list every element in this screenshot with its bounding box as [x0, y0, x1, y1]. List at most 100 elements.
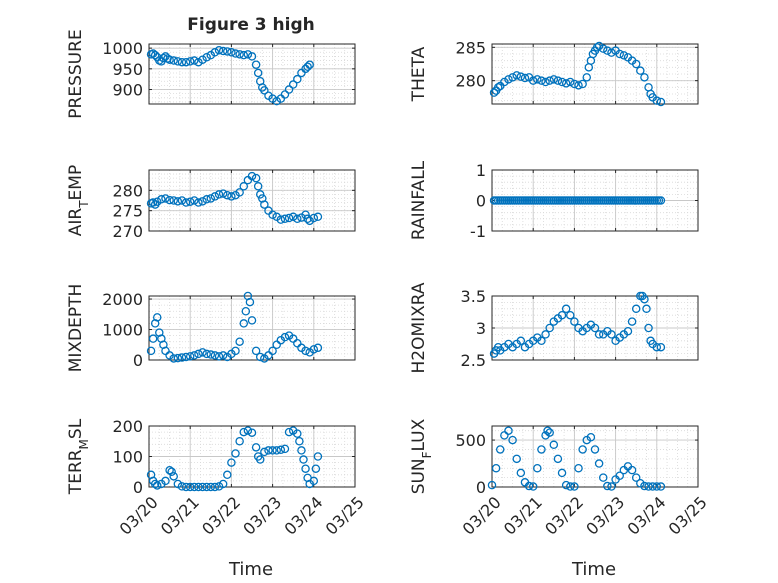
data-point — [516, 72, 526, 81]
y-tick-label: 950 — [112, 60, 143, 79]
data-point — [508, 73, 517, 82]
data-point — [231, 346, 240, 356]
subplot-5: 0 1000 2000 MIXDEPTH — [66, 284, 356, 372]
data-point — [227, 192, 236, 201]
data-point — [223, 470, 232, 480]
data-point — [566, 310, 575, 320]
data-point — [239, 319, 249, 328]
data-point — [280, 214, 290, 224]
data-point — [303, 62, 312, 72]
data-point — [169, 472, 178, 481]
y-axis-label: PRESSURE — [66, 29, 86, 118]
data-point — [253, 182, 263, 191]
data-point — [557, 468, 567, 478]
data-point — [251, 60, 261, 69]
data-point — [177, 196, 187, 205]
data-point — [185, 197, 195, 206]
data-point — [165, 195, 174, 205]
data-point — [157, 195, 166, 204]
data-point — [284, 85, 294, 94]
y-tick-label: 500 — [455, 431, 486, 450]
data-point — [578, 445, 587, 454]
data-point — [245, 297, 255, 307]
data-point — [631, 59, 641, 69]
data-point — [284, 427, 294, 437]
data-point — [255, 190, 265, 199]
y-axis-label: AIRTEMP — [66, 165, 91, 236]
data-point — [198, 55, 207, 64]
data-point — [537, 336, 546, 346]
data-point — [578, 79, 587, 89]
data-point — [537, 76, 546, 85]
data-point — [561, 79, 571, 88]
data-point — [218, 189, 228, 198]
data-point — [574, 81, 583, 90]
data-point — [264, 446, 273, 455]
data-point — [235, 50, 244, 59]
data-point — [574, 463, 583, 473]
data-point — [148, 198, 158, 207]
subplot-6: 2.5 3 3.5 H2OMIXRA — [409, 282, 699, 374]
data-point — [504, 75, 513, 84]
data-point — [198, 197, 207, 206]
y-tick-label: 280 — [112, 181, 143, 200]
data-point — [181, 198, 191, 207]
data-point — [301, 210, 310, 219]
data-point — [301, 346, 310, 356]
data-point — [557, 77, 567, 87]
data-point — [218, 351, 228, 360]
data-point — [656, 342, 666, 352]
data-point — [185, 482, 195, 492]
data-point — [598, 44, 608, 53]
data-point — [487, 480, 497, 490]
y-axis-label: TERRMSL — [66, 418, 91, 495]
data-point — [512, 71, 521, 80]
y-axis-label: THETA — [409, 46, 429, 102]
subplot-4: -1 0 1 RAINFALL — [409, 160, 699, 241]
data-point — [309, 345, 319, 354]
data-point — [594, 459, 604, 468]
data-point — [293, 74, 302, 84]
data-point — [260, 447, 269, 457]
data-point — [198, 348, 207, 357]
data-point — [241, 306, 251, 316]
data-point — [194, 482, 203, 492]
y-axis-label: RAINFALL — [409, 160, 429, 240]
data-point — [268, 446, 277, 455]
data-point — [636, 66, 645, 75]
data-point — [169, 196, 178, 205]
data-point — [190, 56, 199, 65]
data-point — [528, 482, 538, 491]
data-point — [280, 332, 290, 342]
data-point — [541, 77, 550, 87]
data-point — [210, 48, 220, 57]
data-point — [640, 73, 649, 82]
data-point — [272, 446, 281, 455]
data-point — [268, 346, 277, 356]
data-point — [592, 43, 602, 52]
data-point — [607, 48, 616, 57]
data-point — [235, 436, 244, 446]
data-point — [561, 480, 571, 490]
data-point — [159, 53, 168, 63]
y-axis-label: SUNFLUX — [409, 418, 434, 494]
data-point — [295, 436, 304, 446]
data-point — [516, 468, 526, 478]
data-point — [243, 426, 253, 435]
data-point — [202, 482, 211, 492]
data-point — [165, 55, 174, 64]
data-point — [161, 476, 170, 486]
data-point — [561, 304, 571, 314]
data-point — [297, 446, 306, 455]
data-point — [276, 215, 286, 224]
data-point — [631, 473, 641, 482]
data-point — [177, 57, 187, 67]
data-point — [642, 304, 651, 314]
data-point — [239, 182, 249, 191]
data-point — [253, 68, 263, 78]
y-tick-label: 2000 — [102, 290, 143, 309]
data-point — [223, 190, 232, 200]
data-point — [190, 351, 199, 360]
